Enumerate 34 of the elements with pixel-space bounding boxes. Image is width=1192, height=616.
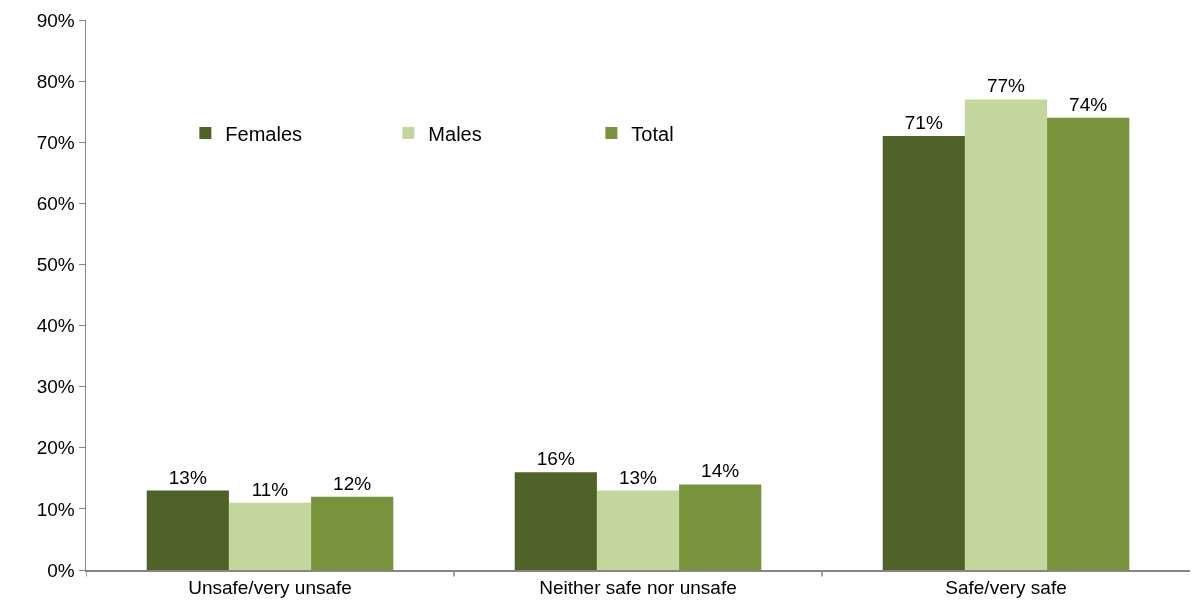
y-tick-label: 20% <box>36 437 75 459</box>
y-tick-label: 0% <box>47 559 75 581</box>
y-tick-label: 70% <box>36 131 75 153</box>
y-tick-label: 90% <box>36 9 75 31</box>
y-tick-label: 40% <box>36 315 75 337</box>
legend-label: Total <box>631 122 674 145</box>
bar <box>311 496 394 570</box>
bar <box>679 484 762 570</box>
y-tick-label: 30% <box>36 376 75 398</box>
legend-label: Females <box>225 122 303 145</box>
bar <box>882 136 965 570</box>
data-label: 16% <box>536 448 575 470</box>
data-label: 77% <box>986 75 1026 97</box>
data-label: 13% <box>618 466 658 488</box>
data-label: 11% <box>251 478 289 500</box>
x-tick-label: Unsafe/very unsafe <box>188 577 352 599</box>
bar <box>514 472 597 570</box>
x-tick-label: Neither safe nor unsafe <box>539 577 737 599</box>
y-tick-label: 10% <box>36 498 75 520</box>
bar <box>228 502 312 570</box>
data-label: 71% <box>904 112 943 134</box>
legend-label: Males <box>428 122 482 145</box>
data-label: 14% <box>701 460 740 482</box>
y-tick-label: 50% <box>36 254 75 276</box>
data-label: 13% <box>168 466 207 488</box>
y-tick-label: 80% <box>36 70 75 92</box>
bar <box>146 490 229 570</box>
y-tick-label: 60% <box>36 192 75 214</box>
data-label: 74% <box>1069 93 1108 115</box>
x-tick-label: Safe/very safe <box>945 577 1067 599</box>
bar <box>1047 117 1130 570</box>
bar <box>964 99 1048 570</box>
data-label: 12% <box>333 472 372 494</box>
bar <box>596 490 680 570</box>
